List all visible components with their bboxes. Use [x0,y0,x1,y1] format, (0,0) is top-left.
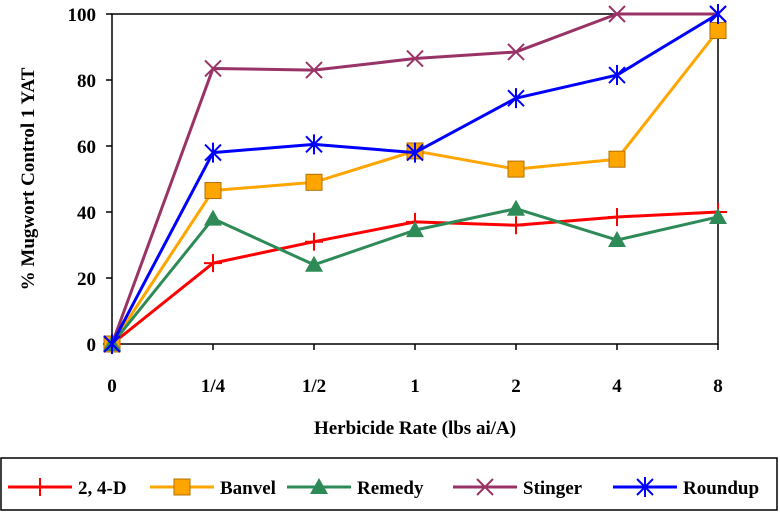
data-point [709,4,727,24]
series-roundup [103,4,727,354]
legend-label: 2, 4-D [78,478,127,499]
data-point [204,182,222,200]
x-axis: 0 1/4 1/2 1 2 4 8 [107,344,723,397]
data-point [608,231,626,248]
x-axis-title: Herbicide Rate (lbs ai/A) [314,418,516,439]
data-point [406,49,424,68]
legend-item: Banvel [150,478,276,499]
data-point [305,61,323,79]
series-stinger [103,5,727,353]
series-banvel [103,22,727,353]
y-tick-label: 60 [77,137,96,158]
data-point [608,5,626,23]
x-tick-label: 1/2 [302,376,326,397]
data-point [709,207,727,224]
plot-border [111,13,719,345]
data-point [507,160,525,178]
data-point [204,209,222,226]
data-point [305,255,323,272]
data-point [204,254,222,273]
legend-item: Remedy [287,478,424,499]
legend-item: 2, 4-D [8,478,127,499]
data-point [204,59,222,78]
plot-frame [111,13,719,345]
x-tick-label: 1 [410,376,420,397]
legend-marker [636,477,654,497]
data-point [305,173,323,191]
legend-item: Stinger [453,478,583,499]
data-point [406,221,424,238]
legend-marker [31,478,49,496]
y-tick-label: 0 [87,335,97,356]
legend-marker [173,478,191,496]
y-axis: 0 20 40 60 80 100 [68,5,112,356]
data-point [103,334,121,354]
legend-marker [310,478,328,494]
x-tick-label: 2 [511,376,521,397]
x-tick-label: 0 [107,376,117,397]
data-point [507,43,525,61]
legend-item: Roundup [613,477,759,499]
data-point [406,142,424,163]
data-point [709,22,727,39]
x-tick-label: 4 [612,376,622,397]
series-layer [103,4,727,354]
data-point [507,216,525,235]
y-tick-label: 20 [77,269,96,290]
data-point [305,134,323,155]
data-point [608,207,626,226]
legend-label: Roundup [683,478,759,499]
legend-label: Remedy [357,478,424,499]
series-line [110,12,719,345]
x-tick-label: 8 [713,376,723,397]
data-point [507,88,525,109]
legend: 2, 4-D Banvel Remedy Stinger Roundup [0,457,778,511]
legend-marker [476,478,494,496]
series-remedy [103,199,727,351]
legend-label: Banvel [220,478,276,499]
data-point [608,65,626,86]
legend-label: Stinger [523,478,583,499]
y-tick-label: 80 [77,71,96,92]
y-tick-label: 100 [68,5,97,26]
data-point [608,150,626,168]
data-point [305,232,323,251]
data-point [507,199,525,216]
y-tick-label: 40 [77,203,96,224]
x-tick-label: 1/4 [201,376,226,397]
y-axis-title: % Mugwort Control 1 YAT [18,67,39,290]
series-line [110,12,718,345]
series-line [110,29,720,345]
data-point [204,142,222,163]
